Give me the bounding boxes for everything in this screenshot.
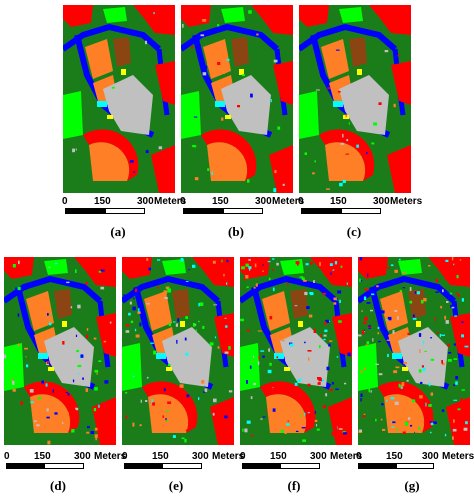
classification-map-f xyxy=(240,257,352,445)
scale-tick-0: 0 xyxy=(4,451,10,462)
scale-tick-150: 150 xyxy=(330,196,347,207)
scale-unit: Meters xyxy=(212,451,245,462)
scale-bar-b: 0 150 300 xyxy=(180,196,300,220)
scale-tick-0: 0 xyxy=(180,196,186,207)
scale-unit: Meters xyxy=(94,451,127,462)
scale-tick-300: 300 xyxy=(192,451,209,462)
classification-map-d xyxy=(4,257,116,445)
scale-tick-0: 0 xyxy=(240,451,246,462)
scale-unit-a: Meters xyxy=(154,196,187,207)
scale-tick-150: 150 xyxy=(270,451,287,462)
scale-tick-150: 150 xyxy=(152,451,169,462)
scale-bar-d: 0 150 300 Meters xyxy=(4,451,127,475)
map-graphic xyxy=(358,257,470,445)
classification-map-b xyxy=(181,5,293,193)
scale-bar-a: 0 150 300 xyxy=(62,196,182,220)
panel-label-b: (b) xyxy=(228,224,244,239)
map-graphic xyxy=(299,5,411,193)
panel-label-g: (g) xyxy=(404,478,420,493)
scale-tick-150: 150 xyxy=(94,196,111,207)
map-graphic xyxy=(63,5,175,193)
map-graphic xyxy=(4,257,116,445)
scale-tick-300: 300 xyxy=(422,451,439,462)
scale-tick-0: 0 xyxy=(298,196,304,207)
panel-label-e: (e) xyxy=(168,478,184,493)
scale-unit: Meters xyxy=(330,451,363,462)
map-graphic xyxy=(122,257,234,445)
panel-label-c: (c) xyxy=(346,224,362,239)
scale-tick-150: 150 xyxy=(34,451,51,462)
panel-label-f: (f) xyxy=(287,478,301,493)
scale-tick-300: 300 xyxy=(137,196,154,207)
scale-tick-300: 300 xyxy=(310,451,327,462)
map-graphic xyxy=(181,5,293,193)
scale-bar-g: 0 150 300 Meters xyxy=(356,451,474,475)
scale-tick-0: 0 xyxy=(62,196,68,207)
panel-label-d: (d) xyxy=(50,478,66,493)
scale-unit: Meters xyxy=(442,451,474,462)
scale-bar-c: 0 150 300 xyxy=(298,196,418,220)
scale-unit-b: Meters xyxy=(272,196,305,207)
map-graphic xyxy=(240,257,352,445)
scale-unit-c: Meters xyxy=(390,196,423,207)
scale-tick-0: 0 xyxy=(122,451,128,462)
scale-tick-300: 300 xyxy=(255,196,272,207)
classification-map-e xyxy=(122,257,234,445)
scale-bar-e: 0 150 300 Meters xyxy=(122,451,245,475)
scale-tick-150: 150 xyxy=(212,196,229,207)
classification-map-g xyxy=(358,257,470,445)
scale-tick-300: 300 xyxy=(373,196,390,207)
scale-tick-150: 150 xyxy=(386,451,403,462)
scale-tick-0: 0 xyxy=(356,451,362,462)
classification-map-c xyxy=(299,5,411,193)
scale-tick-300: 300 xyxy=(74,451,91,462)
panel-label-a: (a) xyxy=(110,224,126,239)
scale-bar-f: 0 150 300 Meters xyxy=(240,451,363,475)
classification-map-a xyxy=(63,5,175,193)
